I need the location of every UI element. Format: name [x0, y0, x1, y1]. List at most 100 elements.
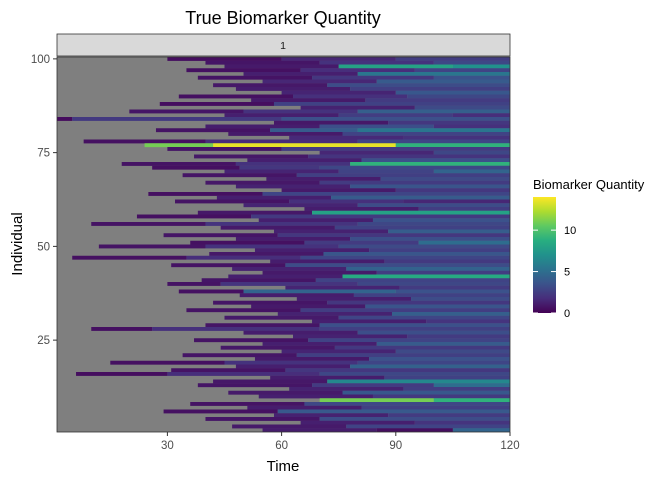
tile-row-49-seg-0	[254, 248, 370, 253]
y-axis-title: Individual	[9, 212, 26, 275]
tile-row-72-seg-1	[235, 162, 351, 166]
tile-row-28-seg-0	[91, 327, 153, 331]
legend-tick-label-10: 10	[564, 225, 576, 237]
tile-row-6-seg-0	[163, 409, 278, 414]
tile-row-51-seg-2	[418, 240, 510, 245]
tile-row-4-seg-0	[205, 417, 320, 421]
tile-row-77-seg-2	[395, 143, 510, 148]
tile-row-9-seg-1	[433, 398, 510, 403]
tile-row-8-seg-1	[304, 402, 510, 406]
tile-row-84-seg-2	[281, 117, 510, 121]
tile-row-16-seg-1	[167, 372, 320, 376]
tile-row-49-seg-1	[369, 248, 510, 253]
tile-row-78-seg-2	[357, 139, 510, 144]
tile-row-18-seg-1	[350, 364, 510, 369]
tile-row-51-seg-0	[190, 240, 305, 245]
tile-row-2-seg-1	[346, 424, 510, 429]
legend-tick-label-0: 0	[564, 308, 570, 320]
tile-row-62-seg-1	[289, 199, 404, 204]
tile-row-95-seg-2	[433, 75, 510, 80]
tile-row-28-seg-2	[319, 327, 510, 331]
tile-row-43-seg-1	[376, 270, 510, 275]
tile-row-75-seg-1	[433, 150, 510, 155]
tile-row-79-seg-0	[289, 135, 404, 140]
tile-row-70-seg-0	[224, 169, 339, 174]
tile-row-13-seg-2	[433, 383, 510, 388]
y-tick-label-100: 100	[31, 54, 50, 66]
tile-row-83-seg-1	[388, 120, 510, 125]
tile-row-90-seg-1	[293, 94, 408, 99]
x-axis: 30 60 90 120	[161, 432, 520, 452]
tile-row-55-seg-1	[334, 225, 510, 230]
tile-row-97-seg-1	[300, 68, 415, 73]
tile-row-100-seg-1	[281, 57, 396, 61]
tile-row-56-seg-0	[91, 222, 206, 226]
tile-row-58-seg-0	[136, 214, 252, 219]
tile-row-74-seg-1	[308, 154, 510, 159]
tile-row-13-seg-0	[197, 383, 313, 388]
tile-row-34-seg-1	[365, 304, 510, 309]
tile-row-67-seg-0	[205, 180, 320, 185]
facet-strip	[56, 33, 511, 57]
tile-row-59-seg-0	[197, 210, 313, 215]
tile-row-54-seg-0	[273, 229, 389, 234]
tile-row-36-seg-1	[411, 297, 510, 301]
tile-row-66-seg-1	[350, 184, 510, 189]
tile-row-75-seg-0	[319, 150, 434, 155]
tile-row-42-seg-0	[228, 274, 343, 279]
tile-row-77-seg-0	[144, 143, 214, 148]
tile-row-53-seg-0	[163, 233, 278, 238]
tile-row-87-seg-0	[300, 105, 415, 110]
legend-tick-label-5: 5	[564, 267, 570, 279]
tile-row-42-seg-1	[342, 274, 510, 279]
tile-row-37-seg-1	[353, 293, 510, 298]
tile-row-70-seg-1	[338, 169, 434, 174]
tile-row-98-seg-1	[338, 64, 453, 69]
tile-row-50-seg-0	[98, 244, 206, 249]
tile-row-22-seg-1	[395, 349, 510, 354]
tile-row-41-seg-1	[315, 278, 510, 283]
tile-row-16-seg-0	[76, 372, 168, 376]
tile-row-48-seg-1	[323, 252, 510, 256]
tile-row-39-seg-0	[285, 285, 400, 290]
tile-row-95-seg-0	[197, 75, 313, 80]
tile-row-48-seg-0	[209, 252, 324, 256]
tile-row-94-seg-1	[376, 79, 510, 84]
tile-row-61-seg-1	[357, 203, 510, 208]
tile-row-35-seg-0	[213, 300, 328, 305]
tile-row-45-seg-1	[285, 263, 510, 268]
tile-row-25-seg-0	[194, 338, 309, 343]
tile-row-33-seg-0	[186, 308, 301, 313]
tile-row-2-seg-0	[232, 424, 347, 429]
tile-row-56-seg-2	[357, 222, 510, 226]
tile-row-38-seg-1	[243, 289, 396, 294]
tile-row-12-seg-1	[403, 387, 510, 391]
tile-row-24-seg-1	[376, 342, 510, 346]
tile-row-14-seg-1	[327, 379, 510, 384]
tile-row-11-seg-1	[342, 390, 510, 395]
tile-row-13-seg-1	[312, 383, 434, 388]
tile-row-37-seg-0	[239, 293, 354, 298]
tile-row-81-seg-1	[270, 128, 358, 133]
tile-row-40-seg-2	[357, 282, 510, 286]
tile-row-84-seg-0	[57, 117, 73, 121]
tile-row-24-seg-0	[262, 342, 377, 346]
tile-row-18-seg-0	[235, 364, 351, 369]
tile-row-10-seg-0	[258, 394, 373, 399]
tile-row-90-seg-2	[407, 94, 510, 99]
tile-row-62-seg-0	[175, 199, 290, 204]
tile-row-50-seg-2	[338, 244, 510, 249]
tile-row-85-seg-2	[452, 113, 510, 118]
tile-row-80-seg-0	[228, 132, 343, 136]
tile-row-85-seg-1	[338, 113, 453, 118]
tile-row-19-seg-2	[357, 360, 510, 365]
tile-row-20-seg-0	[254, 357, 370, 361]
tile-row-72-seg-2	[350, 162, 510, 166]
tile-row-100-seg-0	[167, 57, 282, 61]
tile-row-84-seg-1	[72, 117, 282, 121]
tile-row-54-seg-1	[388, 229, 510, 234]
tile-row-81-seg-0	[155, 128, 271, 133]
tile-row-65-seg-1	[395, 188, 510, 193]
tile-row-29-seg-1	[319, 323, 510, 328]
panel-border	[56, 56, 511, 433]
